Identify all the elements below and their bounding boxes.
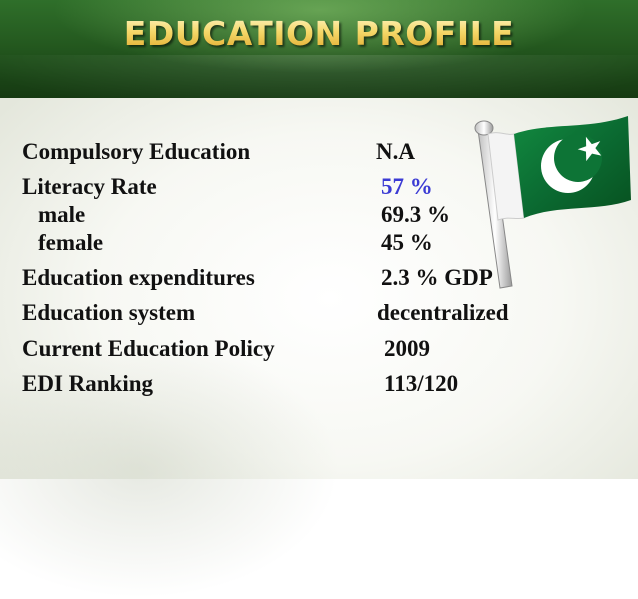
slide-title: EDUCATION PROFILE (0, 14, 638, 53)
row-value: 113/120 (384, 371, 459, 396)
row-value: 57 % (381, 174, 433, 199)
row-label: Compulsory Education (22, 139, 251, 164)
row-label: male (38, 202, 86, 227)
row-label: Education system (22, 300, 196, 325)
slide-header: EDUCATION PROFILE (0, 0, 638, 98)
row-value: 2009 (384, 336, 430, 361)
row-value: 2.3 % GDP (381, 265, 493, 290)
row-label: Current Education Policy (22, 336, 275, 361)
profile-table: Compulsory Education N.A Literacy Rate 5… (22, 139, 509, 396)
row-value: N.A (376, 139, 415, 164)
row-value: decentralized (377, 300, 509, 325)
row-label: Literacy Rate (22, 174, 157, 199)
row-label: EDI Ranking (22, 371, 154, 396)
pakistan-flag-icon (468, 100, 633, 290)
row-value: 69.3 % (381, 202, 450, 227)
row-label: Education expenditures (22, 265, 255, 290)
row-label: female (38, 230, 104, 255)
row-value: 45 % (381, 230, 433, 255)
